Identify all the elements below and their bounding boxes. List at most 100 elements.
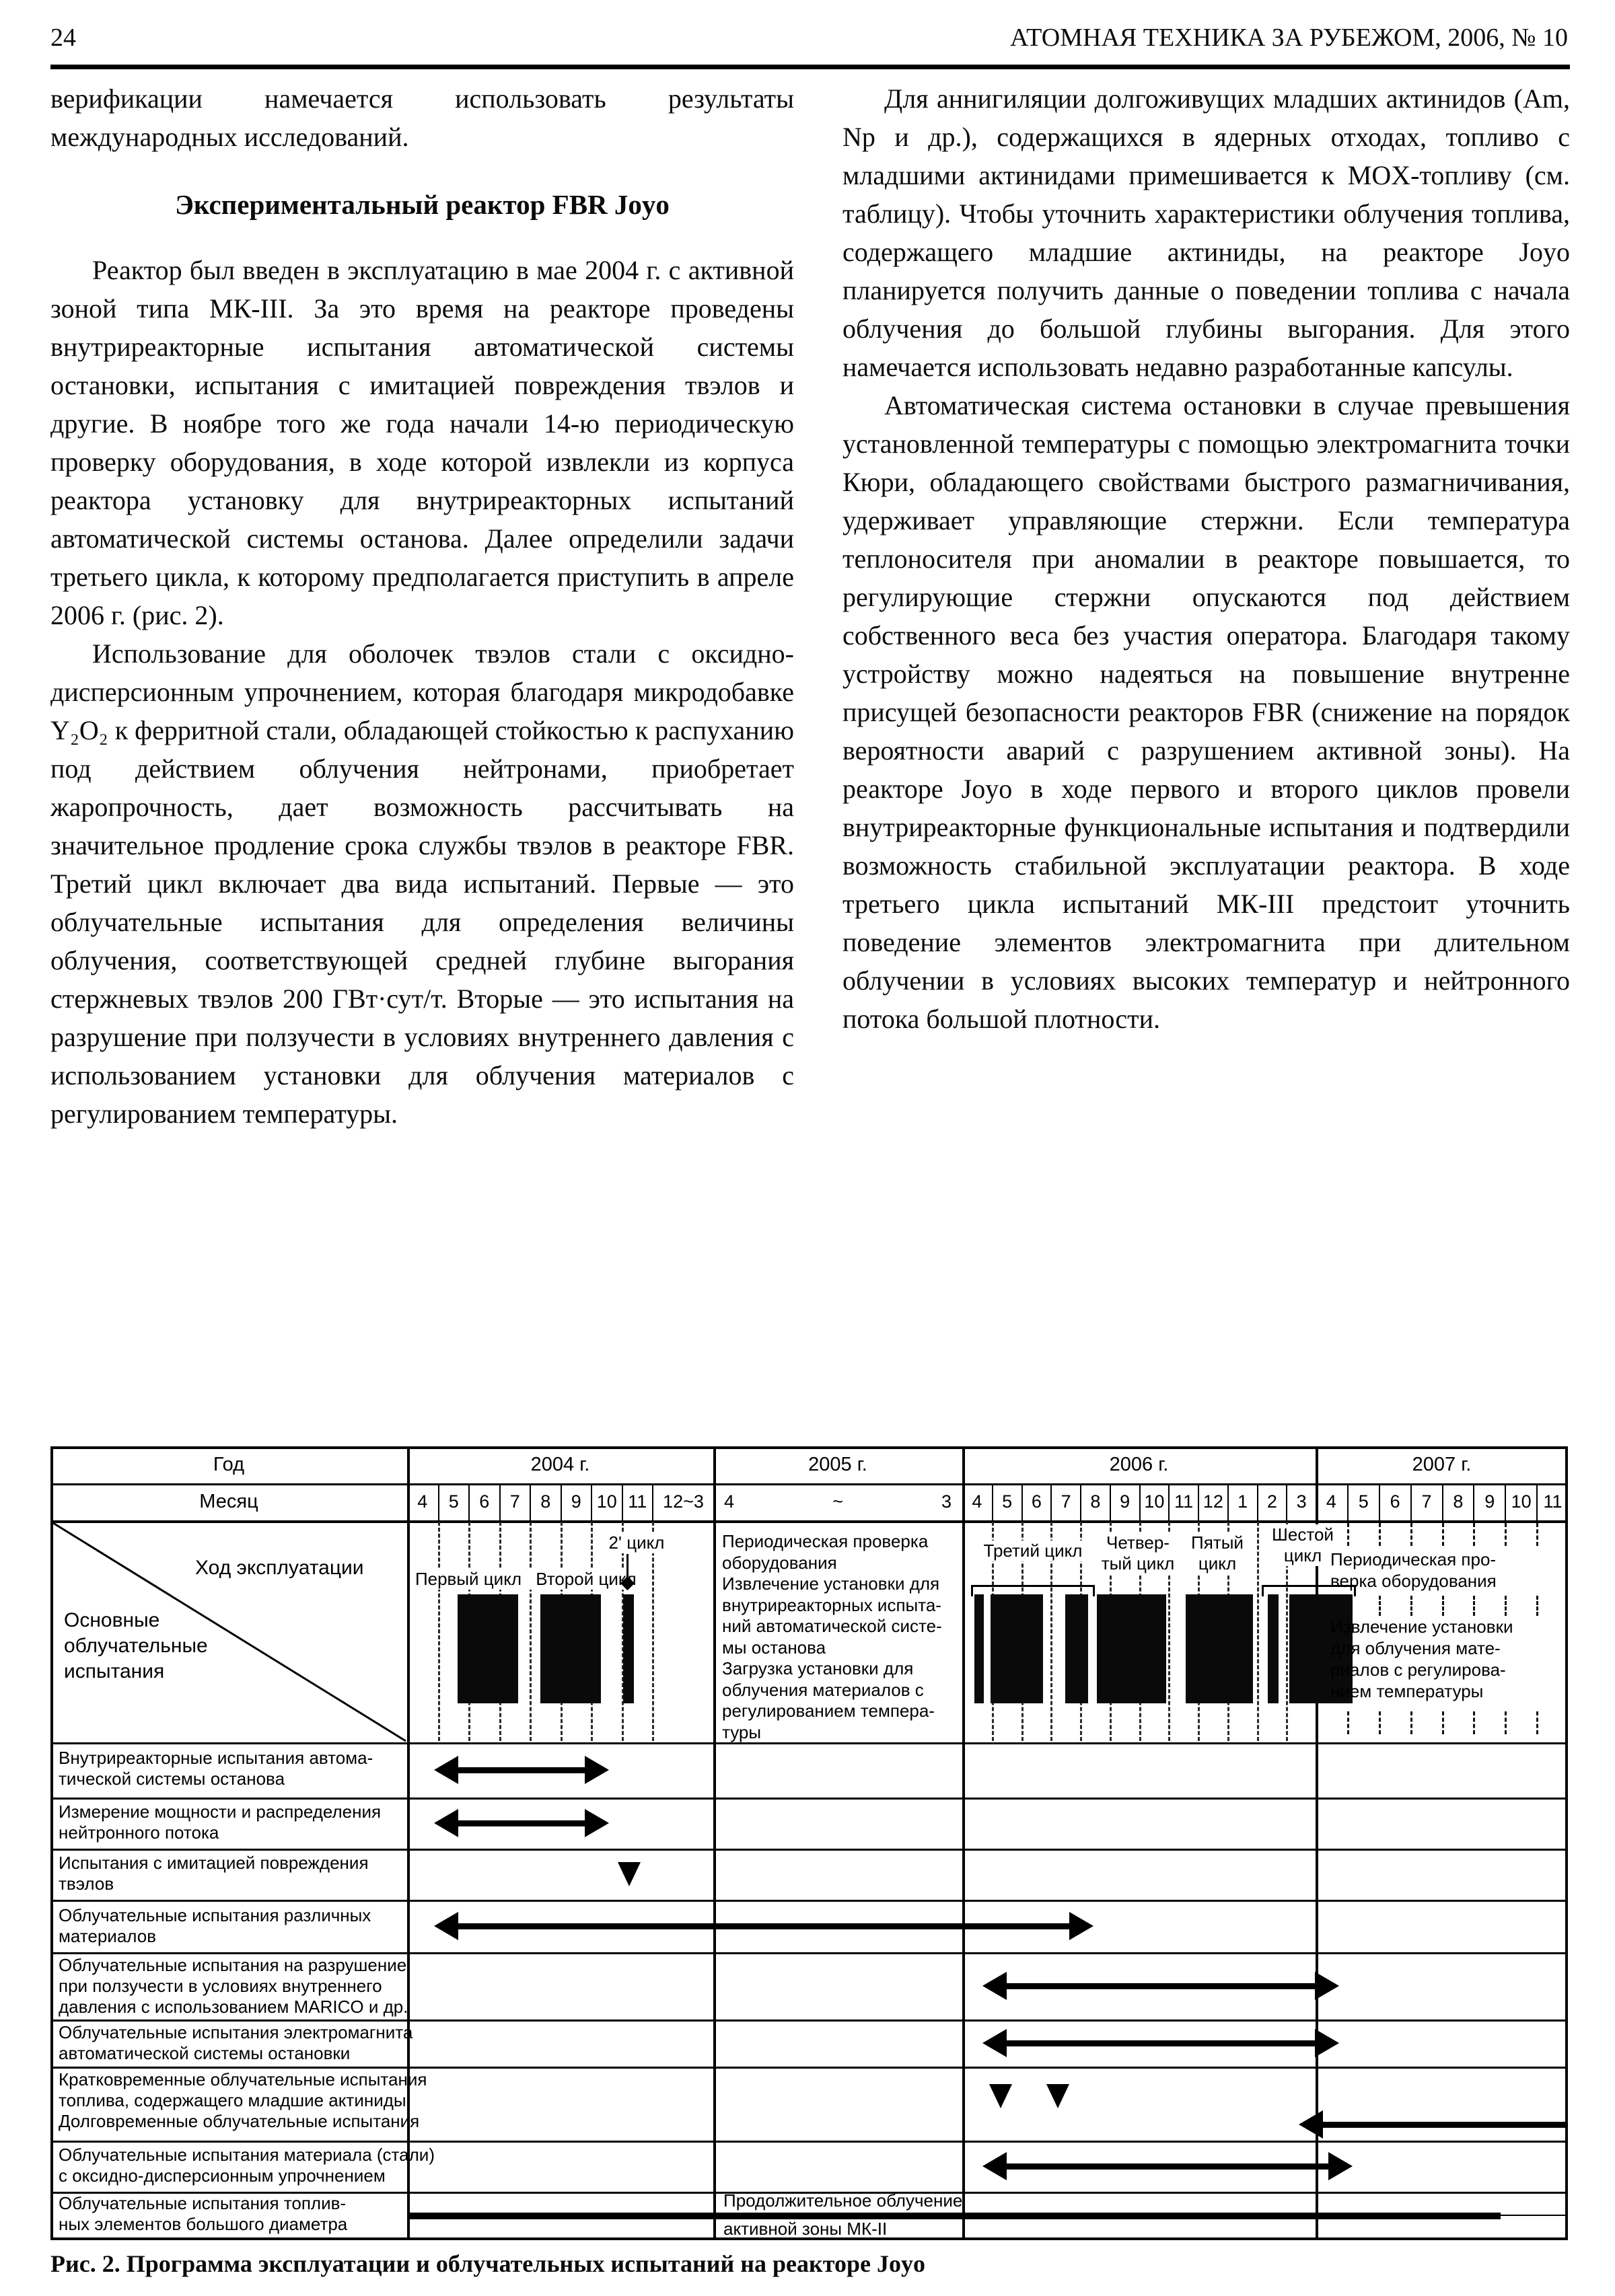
arrow-span-line	[450, 1923, 1077, 1929]
month-cell: 6	[1021, 1483, 1051, 1520]
arrowhead-right-icon	[1328, 2152, 1353, 2180]
main-tests-label: Основные облучательные испытания	[64, 1609, 208, 1682]
month-cell: 7	[1410, 1483, 1442, 1520]
figure-frame	[50, 1446, 1568, 2240]
arrowhead-left-icon	[434, 1756, 459, 1784]
month-tick-icon	[1536, 1711, 1539, 1734]
cycle-bar	[1096, 1594, 1166, 1703]
month-cell: 6	[1378, 1483, 1410, 1520]
page-number: 24	[50, 24, 76, 52]
longterm-annotation-line1: Продолжительное облучение	[723, 2190, 963, 2211]
diagonal-divider	[52, 1522, 406, 1742]
row-label: Измерение мощности и распределения нейтр…	[59, 1802, 382, 1843]
cycle2prime-pointer-icon	[626, 1554, 629, 1580]
month-gridline	[1050, 1522, 1053, 1741]
month-tick-icon	[1378, 1711, 1381, 1734]
page-header: 24 АТОМНАЯ ТЕХНИКА ЗА РУБЕЖОМ, 2006, № 1…	[50, 23, 1568, 52]
month-tick-icon	[1441, 1523, 1444, 1546]
row-label: Внутриреакторные испытания автома- тичес…	[59, 1748, 373, 1789]
month-cell: 10	[1139, 1483, 1169, 1520]
month-cell: 1	[1227, 1483, 1257, 1520]
arrowhead-left-icon	[434, 1809, 459, 1837]
row-label: Испытания с имитацией повреждения твэлов	[59, 1853, 369, 1894]
month-cell: 8	[1080, 1483, 1110, 1520]
month-cell: 5	[991, 1483, 1021, 1520]
row-label: Облучательные испытания на разрушение пр…	[59, 1955, 408, 2017]
month-gridline	[621, 1522, 624, 1741]
maintenance-2005-text: Периодическая проверка оборудования Извл…	[722, 1531, 942, 1742]
row-label: Облучательные испытания материала (стали…	[59, 2145, 435, 2186]
year-cell-2005: 2005 г.	[808, 1454, 867, 1475]
cycle-bar	[1289, 1594, 1353, 1703]
month-tick-icon	[1505, 1523, 1507, 1546]
year-cell-2006: 2006 г.	[1109, 1454, 1169, 1475]
figure-caption: Рис. 2. Программа эксплуатации и облучат…	[50, 2250, 925, 2277]
header-rule	[50, 65, 1570, 69]
cycle-bar	[990, 1594, 1043, 1703]
paragraph: верификации намечается использовать резу…	[50, 83, 794, 152]
row-label: Кратковременные облучательные испытания …	[59, 2069, 427, 2131]
grid-hline	[50, 2067, 1568, 2069]
month-tick-icon	[1441, 1596, 1444, 1616]
month-cell: 4	[1326, 1491, 1336, 1512]
arrowhead-left-icon	[434, 1912, 459, 1940]
event-triangle-marker	[989, 2084, 1012, 2108]
cycle6-label: Шестой цикл	[1259, 1524, 1347, 1566]
month-cell: 5	[437, 1483, 469, 1520]
longterm-annotation-line2: активной зоны МК-II	[723, 2219, 888, 2239]
row-label: Облучательные испытания топлив- ных элем…	[59, 2193, 348, 2234]
arrowhead-right-icon	[584, 1809, 609, 1837]
month-gridline	[1256, 1522, 1259, 1741]
month-cell: 5	[1347, 1483, 1379, 1520]
month-tick-icon	[1536, 1523, 1539, 1546]
month-tick-icon	[1378, 1523, 1381, 1546]
grid-hline	[50, 1742, 1568, 1744]
grid-hline	[50, 1900, 1568, 1902]
cycle-bar	[540, 1594, 602, 1703]
maintenance-2007-text-1: Периодическая про- верка оборудования	[1330, 1549, 1497, 1591]
year-cell-2007: 2007 г.	[1412, 1454, 1472, 1475]
month-tick-icon	[1347, 1711, 1349, 1734]
grid-hline	[50, 1952, 1568, 1954]
month-cell: 9	[560, 1483, 591, 1520]
year-cell-2004: 2004 г.	[530, 1454, 590, 1475]
maintenance-2007-text-2: Извлечение установки для облучения мате-…	[1330, 1617, 1513, 1701]
grid-hline	[50, 2192, 1568, 2194]
month-gridline	[1168, 1522, 1171, 1741]
month-cell: 3	[1286, 1483, 1316, 1520]
cycle-bar	[974, 1594, 984, 1703]
event-triangle-marker	[1046, 2084, 1070, 2108]
left-column: верификации намечается использовать резу…	[50, 79, 794, 1133]
arrowhead-right-icon	[584, 1756, 609, 1784]
arrowhead-right-icon	[1069, 1912, 1093, 1940]
arrow-span-line	[450, 1820, 593, 1826]
month-cell: 2	[1256, 1483, 1287, 1520]
grid-hline	[50, 2141, 1568, 2143]
month-cell: 8	[1441, 1483, 1474, 1520]
continuous-irradiation-bar	[407, 2213, 1501, 2219]
arrow-span-line	[1314, 2122, 1568, 2128]
grid-hline	[50, 1798, 1568, 1800]
month-tick-icon	[1473, 1523, 1476, 1546]
month-tick-icon	[1505, 1596, 1507, 1616]
arrow-span-line	[999, 2040, 1323, 2046]
paragraph: Реактор был введен в эксплуатацию в мае …	[50, 255, 794, 630]
cycle3-brace-icon	[971, 1585, 1095, 1596]
grid-hline	[50, 1849, 1568, 1851]
month-cell: 7	[1050, 1483, 1080, 1520]
row-label: Облучательные испытания различных матери…	[59, 1905, 371, 1946]
year-border-2006-2007	[1316, 1446, 1318, 2240]
grid-hline	[50, 1520, 1568, 1523]
month-tick-icon	[1473, 1711, 1476, 1734]
arrowhead-left-icon	[982, 1972, 1007, 2000]
month-gridline	[437, 1522, 440, 1741]
right-column: Для аннигиляции долгоживущих младших акт…	[842, 79, 1570, 1133]
month-tick-icon	[1410, 1596, 1412, 1616]
paragraph: Автоматическая система остановки в случа…	[842, 390, 1570, 1034]
arrowhead-right-icon	[1315, 1972, 1339, 2000]
year-border-2005-2006	[962, 1446, 965, 2240]
section-heading: Экспериментальный реактор FBR Joyo	[175, 189, 670, 220]
arrow-span-line	[450, 1767, 593, 1773]
row-label: Облучательные испытания электромагнита а…	[59, 2022, 413, 2063]
